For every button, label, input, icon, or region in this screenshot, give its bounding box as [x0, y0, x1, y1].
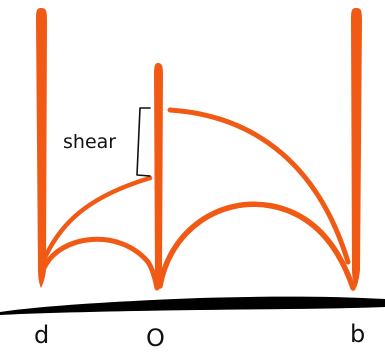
point-label-left: d [34, 321, 49, 349]
baseline [0, 296, 385, 315]
shear-label: shear [63, 131, 116, 153]
point-label-right: b [350, 320, 365, 348]
left-vertical-stroke [36, 8, 47, 288]
right-vertical-stroke [351, 8, 362, 288]
left-upper-curve [40, 175, 153, 265]
right-lower-arch [157, 201, 356, 291]
right-upper-curve [167, 107, 351, 265]
left-lower-arch [41, 236, 160, 291]
middle-vertical-stroke [154, 63, 163, 290]
point-label-middle: O [146, 324, 165, 352]
shear-bracket [136, 107, 151, 177]
